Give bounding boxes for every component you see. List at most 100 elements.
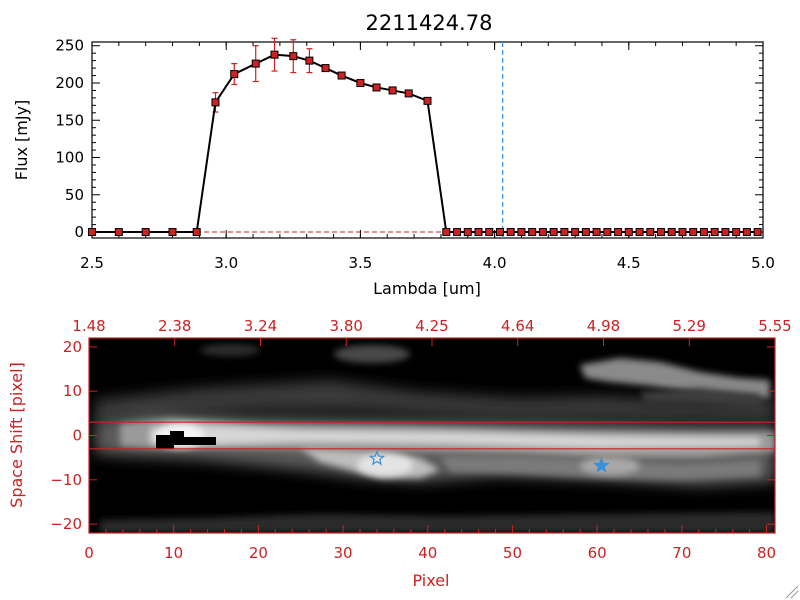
data-point xyxy=(88,228,96,237)
data-point xyxy=(657,228,666,237)
spectrum-plot-frame xyxy=(91,41,764,239)
data-point xyxy=(251,59,260,68)
image-y-tick-label: 20 xyxy=(63,338,82,356)
image-top-tick-label: 2.38 xyxy=(158,317,191,335)
data-point xyxy=(211,98,220,107)
spectrum-panel: 2211424.78 2.5 3.0 3.5 4.0 4.5 5.0 0501001502… xyxy=(12,11,775,298)
spectrum-x-tick-label: 3.0 xyxy=(214,254,238,272)
data-point xyxy=(571,228,580,237)
data-point xyxy=(753,228,762,237)
spectral-image xyxy=(89,338,775,533)
image-x-tick-label: 50 xyxy=(503,544,522,562)
data-point xyxy=(624,228,633,237)
spectrum-y-tick-label: 0 xyxy=(74,223,84,241)
data-point xyxy=(678,228,687,237)
data-point xyxy=(141,228,150,237)
data-point xyxy=(495,228,504,237)
resize-grip-icon[interactable] xyxy=(785,585,799,599)
spectrum-x-ticks: 2.5 3.0 3.5 4.0 4.5 5.0 xyxy=(80,42,775,272)
data-point xyxy=(710,228,719,237)
data-point xyxy=(549,228,558,237)
image-y-tick-label: 0 xyxy=(72,427,82,445)
star-markers xyxy=(368,449,610,473)
spectrum-y-tick-label: 150 xyxy=(55,111,84,129)
data-point xyxy=(721,228,730,237)
data-point xyxy=(506,228,515,237)
error-bars xyxy=(212,37,431,113)
data-point xyxy=(372,83,381,92)
image-y-ticks: −20 −10 0 10 20 xyxy=(50,338,775,533)
data-point xyxy=(646,228,655,237)
image-top-tick-label: 3.80 xyxy=(330,317,363,335)
data-point xyxy=(689,228,698,237)
spectrum-y-tick-label: 50 xyxy=(65,186,84,204)
data-point xyxy=(592,228,601,237)
image-x-tick-label: 80 xyxy=(757,544,776,562)
data-point xyxy=(230,70,239,79)
data-point xyxy=(453,228,462,237)
image-top-tick-label: 5.29 xyxy=(673,317,706,335)
image-x-ticks: 0 10 20 30 40 50 60 70 80 xyxy=(84,525,776,562)
spectrum-y-tick-label: 100 xyxy=(55,149,84,167)
data-point xyxy=(321,64,330,73)
data-point xyxy=(742,228,751,237)
data-point xyxy=(732,228,741,237)
data-point xyxy=(603,228,612,237)
image-x-tick-label: 30 xyxy=(334,544,353,562)
data-point xyxy=(581,228,590,237)
spectrum-y-tick-label: 200 xyxy=(55,74,84,92)
data-point xyxy=(517,228,526,237)
spectrum-x-axis-label: Lambda [um] xyxy=(373,279,481,298)
image-top-tick-label: 5.55 xyxy=(758,317,791,335)
star-marker-icon xyxy=(593,456,610,473)
spectral-image-panel: 0 10 20 30 40 50 60 70 80 −20 −10 0 10 20 1.48 2.38 3.… xyxy=(7,317,792,590)
image-x-tick-label: 20 xyxy=(249,544,268,562)
spectrum-x-tick-label: 3.5 xyxy=(348,254,372,272)
data-point xyxy=(485,228,494,237)
image-top-tick-label: 4.64 xyxy=(501,317,534,335)
spectrum-y-tick-label: 250 xyxy=(55,37,84,55)
data-point xyxy=(463,228,472,237)
data-point xyxy=(356,78,365,87)
image-x-axis-label: Pixel xyxy=(412,571,449,590)
data-point xyxy=(289,52,298,61)
data-point xyxy=(538,228,547,237)
data-point xyxy=(305,56,314,65)
data-point xyxy=(423,96,432,105)
data-point xyxy=(635,228,644,237)
data-point xyxy=(388,86,397,95)
image-top-tick-label: 4.98 xyxy=(587,317,620,335)
image-top-tick-label: 1.48 xyxy=(72,317,105,335)
data-point xyxy=(614,228,623,237)
spectrum-line xyxy=(92,53,758,234)
image-x-tick-label: 40 xyxy=(418,544,437,562)
image-y-tick-label: −20 xyxy=(50,515,82,533)
data-point xyxy=(474,228,483,237)
image-x-tick-label: 60 xyxy=(588,544,607,562)
spectrum-x-tick-label: 5.0 xyxy=(751,254,775,272)
image-y-tick-label: 10 xyxy=(63,382,82,400)
spectrum-x-tick-label: 4.5 xyxy=(617,254,641,272)
image-y-tick-label: −10 xyxy=(50,471,82,489)
spectrum-y-axis-label: Flux [mJy] xyxy=(12,100,31,181)
image-x-tick-label: 0 xyxy=(84,544,94,562)
spectrum-y-ticks: 0 50 100 150 200 250 xyxy=(55,37,763,241)
data-point xyxy=(114,228,123,237)
data-point xyxy=(192,228,201,237)
image-top-tick-label: 4.25 xyxy=(415,317,448,335)
data-point xyxy=(699,228,708,237)
data-point xyxy=(270,50,279,59)
image-y-axis-label: Space Shift [pixel] xyxy=(7,362,26,508)
data-point xyxy=(560,228,569,237)
image-top-wavelength-ticks: 1.48 2.38 3.24 3.80 4.25 4.64 4.98 5.29 5.55 xyxy=(72,317,792,346)
data-point xyxy=(404,89,413,98)
spectrum-x-tick-label: 2.5 xyxy=(80,254,104,272)
star-marker-icon xyxy=(368,449,386,466)
image-x-tick-label: 10 xyxy=(164,544,183,562)
data-point xyxy=(442,228,451,237)
data-point xyxy=(667,228,676,237)
image-top-tick-label: 3.24 xyxy=(244,317,277,335)
data-point xyxy=(337,71,346,80)
image-x-tick-label: 70 xyxy=(672,544,691,562)
